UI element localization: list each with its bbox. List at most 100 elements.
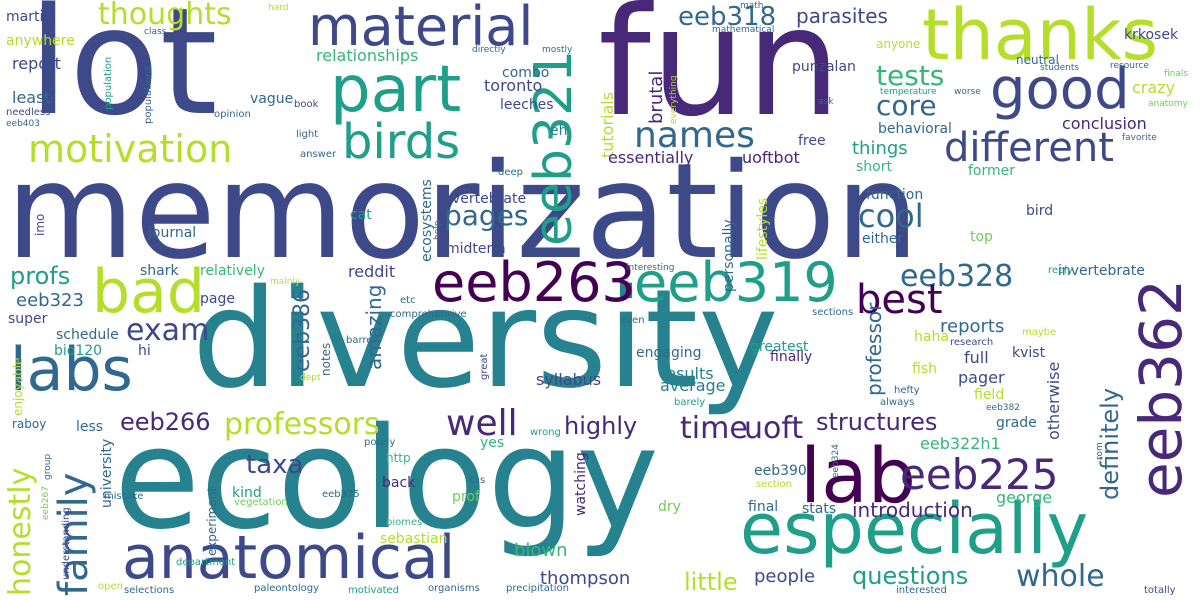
- word-honestly: honestly: [3, 467, 38, 596]
- word-stats: stats: [802, 501, 837, 517]
- word-vegetation: vegetation: [234, 497, 288, 508]
- word-opinion: opinion: [214, 109, 251, 120]
- word-notes: notes: [319, 342, 333, 376]
- word-open: open: [98, 581, 123, 592]
- word-vague: vague: [250, 91, 294, 107]
- word-comprehensive: comprehensive: [390, 309, 467, 320]
- word-otherwise: otherwise: [1044, 361, 1063, 440]
- word-journal: journal: [148, 225, 197, 241]
- word-eeb225: eeb225: [900, 450, 1059, 499]
- word-ask: ask: [818, 97, 834, 107]
- word-sections: sections: [812, 307, 854, 318]
- word-eeb324: eeb324: [831, 444, 841, 478]
- word-professors: professors: [224, 407, 380, 442]
- word-labs: labs: [10, 335, 133, 405]
- word-professor: professor: [862, 302, 886, 396]
- word-fish: fish: [912, 361, 937, 377]
- word-kvist: kvist: [1012, 345, 1046, 361]
- word-structures: structures: [816, 408, 938, 436]
- word-conclusion: conclusion: [1062, 114, 1147, 133]
- word-relationships: relationships: [316, 46, 419, 65]
- word-free: free: [798, 133, 826, 149]
- word-material: material: [308, 0, 534, 58]
- word-class: class: [144, 27, 167, 37]
- word-group: group: [43, 453, 53, 480]
- word-organisms: organisms: [428, 583, 480, 594]
- word-bio120: bio120: [54, 343, 103, 359]
- word-diversity: diversity: [192, 261, 779, 419]
- word-function: function: [866, 187, 924, 203]
- word-syllabus: syllabus: [536, 370, 602, 389]
- word-eeb322h1: eeb322h1: [920, 434, 1001, 453]
- word-cat: cat: [350, 207, 372, 223]
- word-students: students: [1040, 63, 1080, 73]
- word-lab: lab: [800, 431, 916, 520]
- word-always: always: [880, 397, 915, 408]
- word-imo: imo: [33, 213, 47, 236]
- word-pager: pager: [958, 368, 1005, 387]
- word-etc: etc: [400, 295, 416, 306]
- word-full: full: [964, 348, 989, 367]
- word-greatest: greatest: [750, 339, 809, 355]
- word-invertebrate: invertebrate: [1058, 263, 1145, 279]
- word-eeb319: eeb319: [634, 251, 838, 314]
- word-short: short: [856, 159, 892, 175]
- word-especially: especially: [740, 488, 1089, 570]
- word-birds: birds: [342, 114, 461, 170]
- word-ecology: ecology: [114, 398, 660, 561]
- word-either: either: [862, 231, 904, 247]
- word-sebastian: sebastian: [380, 531, 448, 547]
- word-hi: hi: [138, 343, 151, 359]
- word-names: names: [634, 115, 755, 156]
- word-little: little: [684, 568, 738, 596]
- word-average: average: [660, 376, 726, 395]
- word-motivation: motivation: [28, 127, 233, 171]
- word-essentially: essentially: [608, 148, 694, 167]
- word-http: http: [386, 451, 411, 465]
- word-eeb318: eeb318: [678, 2, 777, 32]
- word-mainly: mainly: [270, 277, 301, 287]
- word-great: great: [479, 353, 490, 380]
- word-fun: fun: [598, 0, 841, 150]
- word-worse: worse: [954, 87, 981, 97]
- word-finally: finally: [770, 349, 813, 365]
- word-different: different: [944, 125, 1114, 171]
- word-anywhere: anywhere: [6, 33, 75, 49]
- word-eeb328: eeb328: [900, 259, 1014, 294]
- word-dry: dry: [658, 499, 681, 515]
- word-temperature: temperature: [880, 87, 937, 97]
- word-leeches: leeches: [500, 97, 554, 113]
- word-totally: totally: [1144, 585, 1176, 596]
- word-page: page: [200, 291, 235, 307]
- word-section: section: [756, 479, 793, 490]
- word-resource: resource: [1110, 61, 1149, 71]
- word-report: report: [12, 54, 61, 73]
- word-krkosek: krkosek: [1124, 27, 1179, 43]
- word-finals: finals: [1164, 69, 1189, 79]
- word-less: less: [76, 419, 104, 435]
- word-haha: haha: [914, 329, 949, 345]
- word-raboy: raboy: [12, 417, 47, 431]
- word-martin: martin: [6, 9, 53, 25]
- word-introduction: introduction: [852, 498, 973, 522]
- word-midterm: midterm: [446, 241, 506, 257]
- word-watching: watching: [573, 452, 589, 516]
- word-thompson: thompson: [540, 568, 631, 589]
- word-enjoyable: enjoyable: [11, 357, 25, 416]
- word-profs: profs: [10, 262, 71, 290]
- word-taxa: taxa: [246, 450, 304, 480]
- word-vertebrate: vertebrate: [452, 191, 527, 207]
- word-paleontology: paleontology: [254, 583, 320, 594]
- word-personally: personally: [721, 219, 737, 292]
- word-uoft: uoft: [744, 411, 804, 446]
- word-highly: highly: [564, 412, 638, 440]
- word-research: research: [950, 337, 994, 348]
- word-tas: tas: [470, 475, 486, 486]
- word-punzalan: punzalan: [792, 59, 856, 75]
- word-core: core: [876, 89, 937, 122]
- word-best: best: [856, 277, 943, 323]
- word-biomes: biomes: [386, 517, 423, 528]
- word-deep: deep: [498, 167, 523, 178]
- word-favorite: favorite: [1122, 133, 1157, 143]
